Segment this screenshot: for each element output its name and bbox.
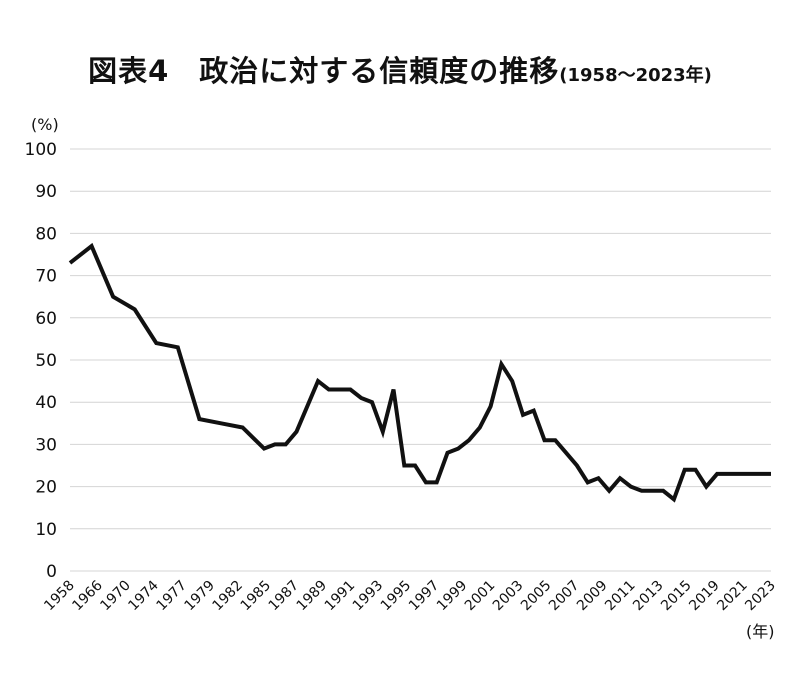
x-tick-label-2019: 2019 xyxy=(686,578,723,615)
chart-title-main: 図表4 政治に対する信頼度の推移 xyxy=(88,54,560,88)
x-tick-label-1982: 1982 xyxy=(210,578,247,615)
y-tick-label-70: 70 xyxy=(35,267,57,287)
x-tick-label-2001: 2001 xyxy=(462,578,499,615)
series-layer xyxy=(68,242,771,503)
x-tick-label-1999: 1999 xyxy=(434,578,471,615)
y-tick-label-30: 30 xyxy=(35,435,57,455)
y-tick-label-90: 90 xyxy=(35,182,57,202)
x-tick-label-2003: 2003 xyxy=(490,578,527,615)
x-tick-label-2005: 2005 xyxy=(518,578,555,615)
x-tick-label-2023: 2023 xyxy=(742,578,779,615)
y-tick-label-60: 60 xyxy=(35,309,57,329)
x-axis-ticks: 1958196619701974197719791982198519871989… xyxy=(41,577,779,614)
series-line-0 xyxy=(68,242,771,503)
x-tick-label-1985: 1985 xyxy=(238,578,275,615)
x-tick-label-1995: 1995 xyxy=(378,578,415,615)
x-tick-label-1997: 1997 xyxy=(406,578,443,615)
x-tick-label-1993: 1993 xyxy=(350,578,387,615)
gridlines xyxy=(70,148,771,572)
y-tick-label-10: 10 xyxy=(35,520,57,540)
y-axis-ticks: 0 10 20 30 40 50 60 70 80 90 100 xyxy=(25,140,57,582)
chart-title-period: (1958〜2023年) xyxy=(559,65,712,86)
y-tick-label-100: 100 xyxy=(25,140,57,160)
x-tick-label-1974: 1974 xyxy=(125,577,162,614)
x-tick-label-1970: 1970 xyxy=(97,578,134,615)
y-axis-unit-label: (%) xyxy=(31,115,59,134)
chart-title: 図表4 政治に対する信頼度の推移(1958〜2023年) xyxy=(0,48,800,90)
x-tick-label-2007: 2007 xyxy=(546,578,583,615)
x-tick-label-1991: 1991 xyxy=(322,578,359,615)
y-tick-label-80: 80 xyxy=(35,224,57,244)
y-tick-label-20: 20 xyxy=(35,478,57,498)
x-tick-label-2015: 2015 xyxy=(658,578,695,615)
y-tick-label-50: 50 xyxy=(35,351,57,371)
x-tick-label-2021: 2021 xyxy=(714,578,751,615)
x-tick-label-1966: 1966 xyxy=(69,577,106,614)
x-tick-label-1989: 1989 xyxy=(294,578,331,615)
x-tick-label-2009: 2009 xyxy=(574,578,611,615)
y-tick-label-40: 40 xyxy=(35,393,57,413)
x-axis-unit-label: (年) xyxy=(746,622,775,641)
x-tick-label-1987: 1987 xyxy=(266,578,303,615)
x-tick-label-2011: 2011 xyxy=(602,578,639,615)
y-tick-label-0: 0 xyxy=(46,562,57,582)
x-tick-label-1977: 1977 xyxy=(153,578,190,615)
x-tick-label-1979: 1979 xyxy=(182,578,219,615)
x-tick-label-2013: 2013 xyxy=(630,578,667,615)
x-tick-label-1958: 1958 xyxy=(41,578,78,615)
